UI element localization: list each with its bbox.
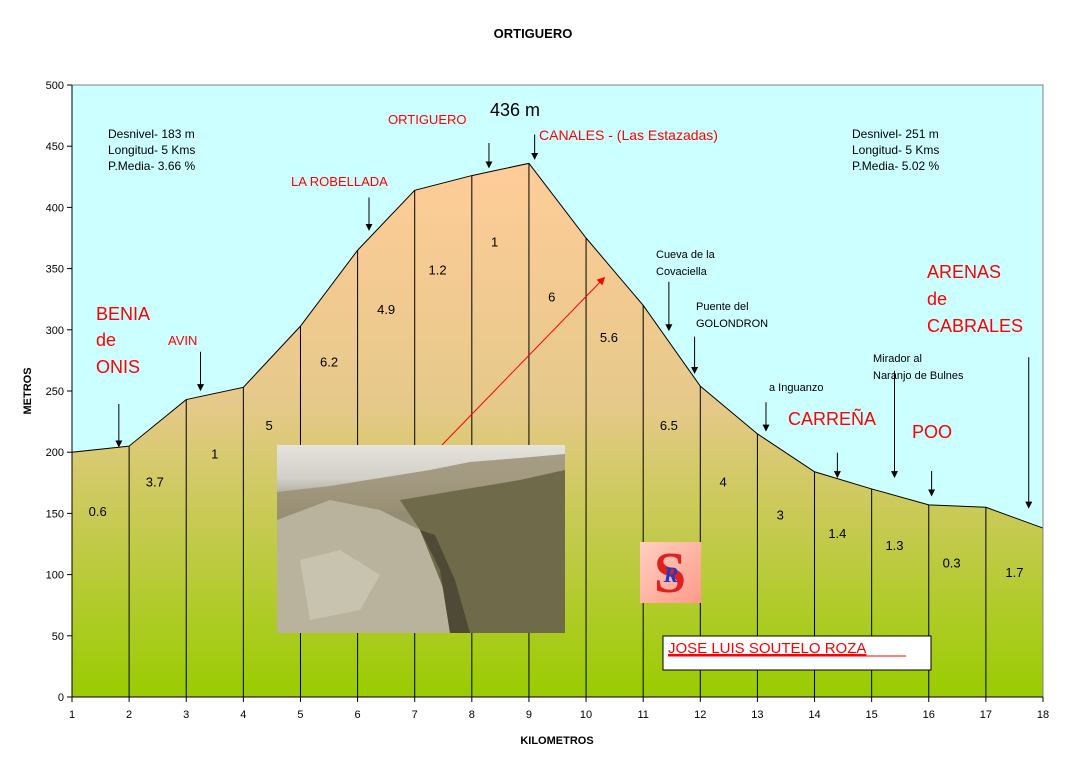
segment-slope-label: 1.7	[1005, 565, 1023, 580]
segment-slope-label: 4	[720, 474, 727, 489]
place-label-benia: BENIA	[96, 304, 150, 324]
y-tick-label: 100	[46, 570, 64, 582]
place-label-arenas: ARENAS	[927, 262, 1001, 282]
segment-slope-label: 5	[265, 418, 272, 433]
x-tick-label: 10	[580, 709, 592, 721]
photo-pointer-arrow	[441, 276, 606, 446]
place-label-mirador: Mirador al	[873, 353, 922, 365]
segment-slope-label: 3.7	[146, 474, 164, 489]
segment-slope-label: 3	[777, 508, 784, 523]
y-tick-label: 250	[46, 386, 64, 398]
x-tick-label: 12	[694, 709, 706, 721]
place-label-arenas: de	[927, 289, 947, 309]
place-label-la-robellada: LA ROBELLADA	[291, 174, 388, 189]
y-tick-label: 350	[46, 264, 64, 276]
stats-right-line: Longitud- 5 Kms	[852, 143, 939, 157]
x-tick-label: 11	[637, 709, 648, 721]
x-tick-label: 17	[980, 709, 992, 721]
x-tick-label: 14	[808, 709, 820, 721]
segment-slope-label: 4.9	[377, 302, 395, 317]
logo-letter: R	[663, 562, 679, 587]
author-box: JOSE LUIS SOUTELO ROZA	[662, 635, 932, 671]
segment-slope-label: 1	[491, 235, 498, 250]
place-label-carrena: CARREÑA	[788, 408, 876, 429]
stats-left-line: P.Media- 3.66 %	[108, 159, 195, 173]
segment-slope-label: 1.4	[828, 526, 846, 541]
segment-slope-label: 0.3	[943, 555, 961, 570]
place-label-canales: CANALES - (Las Estazadas)	[539, 127, 718, 143]
segment-slope-label: 1	[211, 446, 218, 461]
place-label-benia: ONIS	[96, 357, 140, 377]
stats-right-line: P.Media- 5.02 %	[852, 159, 939, 173]
x-tick-label: 3	[183, 709, 189, 721]
segment-slope-label: 1.3	[885, 538, 903, 553]
y-tick-label: 200	[46, 447, 64, 459]
x-axis-title: KILOMETROS	[520, 735, 593, 747]
y-tick-label: 450	[46, 141, 64, 153]
x-tick-label: 5	[297, 709, 303, 721]
place-label-avin: AVIN	[168, 333, 197, 348]
y-axis: 0 50 100 150 200 250 300 350 400 450 500	[46, 80, 73, 704]
x-tick-label: 1	[69, 709, 75, 721]
place-label-ortiguero: ORTIGUERO	[388, 112, 467, 127]
x-tick-label: 15	[866, 709, 878, 721]
y-tick-label: 500	[46, 80, 64, 92]
place-label-benia: de	[96, 330, 116, 350]
peak-elevation-label: 436 m	[490, 100, 540, 120]
segment-slope-label: 6	[548, 290, 555, 305]
stats-left: Desnivel- 183 m Longitud- 5 Kms P.Media-…	[108, 127, 195, 173]
location-arrows	[115, 134, 1033, 509]
x-tick-label: 9	[526, 709, 532, 721]
x-tick-label: 8	[469, 709, 475, 721]
y-tick-label: 400	[46, 202, 64, 214]
chart-title: ORTIGUERO	[494, 26, 573, 41]
stats-right-line: Desnivel- 251 m	[852, 127, 939, 141]
segment-slope-label: 5.6	[600, 330, 618, 345]
stats-left-line: Longitud- 5 Kms	[108, 143, 195, 157]
svg-text:S: S	[654, 540, 686, 605]
segment-slope-label: 0.6	[89, 504, 107, 519]
landscape-photo	[277, 445, 565, 633]
y-axis-title: METROS	[22, 367, 34, 414]
segment-slope-label: 1.2	[429, 263, 447, 278]
place-label-puente: GOLONDRON	[696, 318, 768, 330]
x-tick-label: 6	[355, 709, 361, 721]
x-axis: 1 2 3 4 5 6 7 8 9 10 11 12 13 14 15 16 17 18	[69, 696, 1049, 721]
y-tick-label: 300	[46, 325, 64, 337]
segment-slope-labels: 0.6 3.7 1 5 6.2 4.9 1.2 1 6 5.6 6.5 4 3 1.4 1.3 0.3 1.7	[89, 235, 1024, 580]
author-logo: S R	[640, 540, 701, 605]
segment-slope-label: 6.2	[320, 355, 338, 370]
x-tick-label: 4	[240, 709, 246, 721]
place-label-puente: Puente del	[696, 301, 749, 313]
y-tick-label: 0	[58, 692, 64, 704]
y-tick-label: 50	[52, 631, 64, 643]
place-label-arenas: CABRALES	[927, 316, 1023, 336]
stats-right: Desnivel- 251 m Longitud- 5 Kms P.Media-…	[852, 127, 939, 173]
stats-left-line: Desnivel- 183 m	[108, 127, 195, 141]
x-tick-label: 2	[126, 709, 132, 721]
place-label-poo: POO	[912, 422, 952, 442]
x-tick-label: 18	[1037, 709, 1049, 721]
y-tick-label: 150	[46, 508, 64, 520]
place-label-mirador: Naranjo de Bulnes	[873, 370, 964, 382]
author-name: JOSE LUIS SOUTELO ROZA	[668, 640, 866, 657]
place-label-inguanzo: a Inguanzo	[769, 382, 823, 394]
place-label-cueva: Cueva de la	[656, 249, 716, 261]
x-tick-label: 16	[923, 709, 935, 721]
segment-slope-label: 6.5	[660, 418, 678, 433]
x-tick-label: 7	[412, 709, 418, 721]
place-label-cueva: Covaciella	[656, 266, 708, 278]
x-tick-label: 13	[751, 709, 763, 721]
